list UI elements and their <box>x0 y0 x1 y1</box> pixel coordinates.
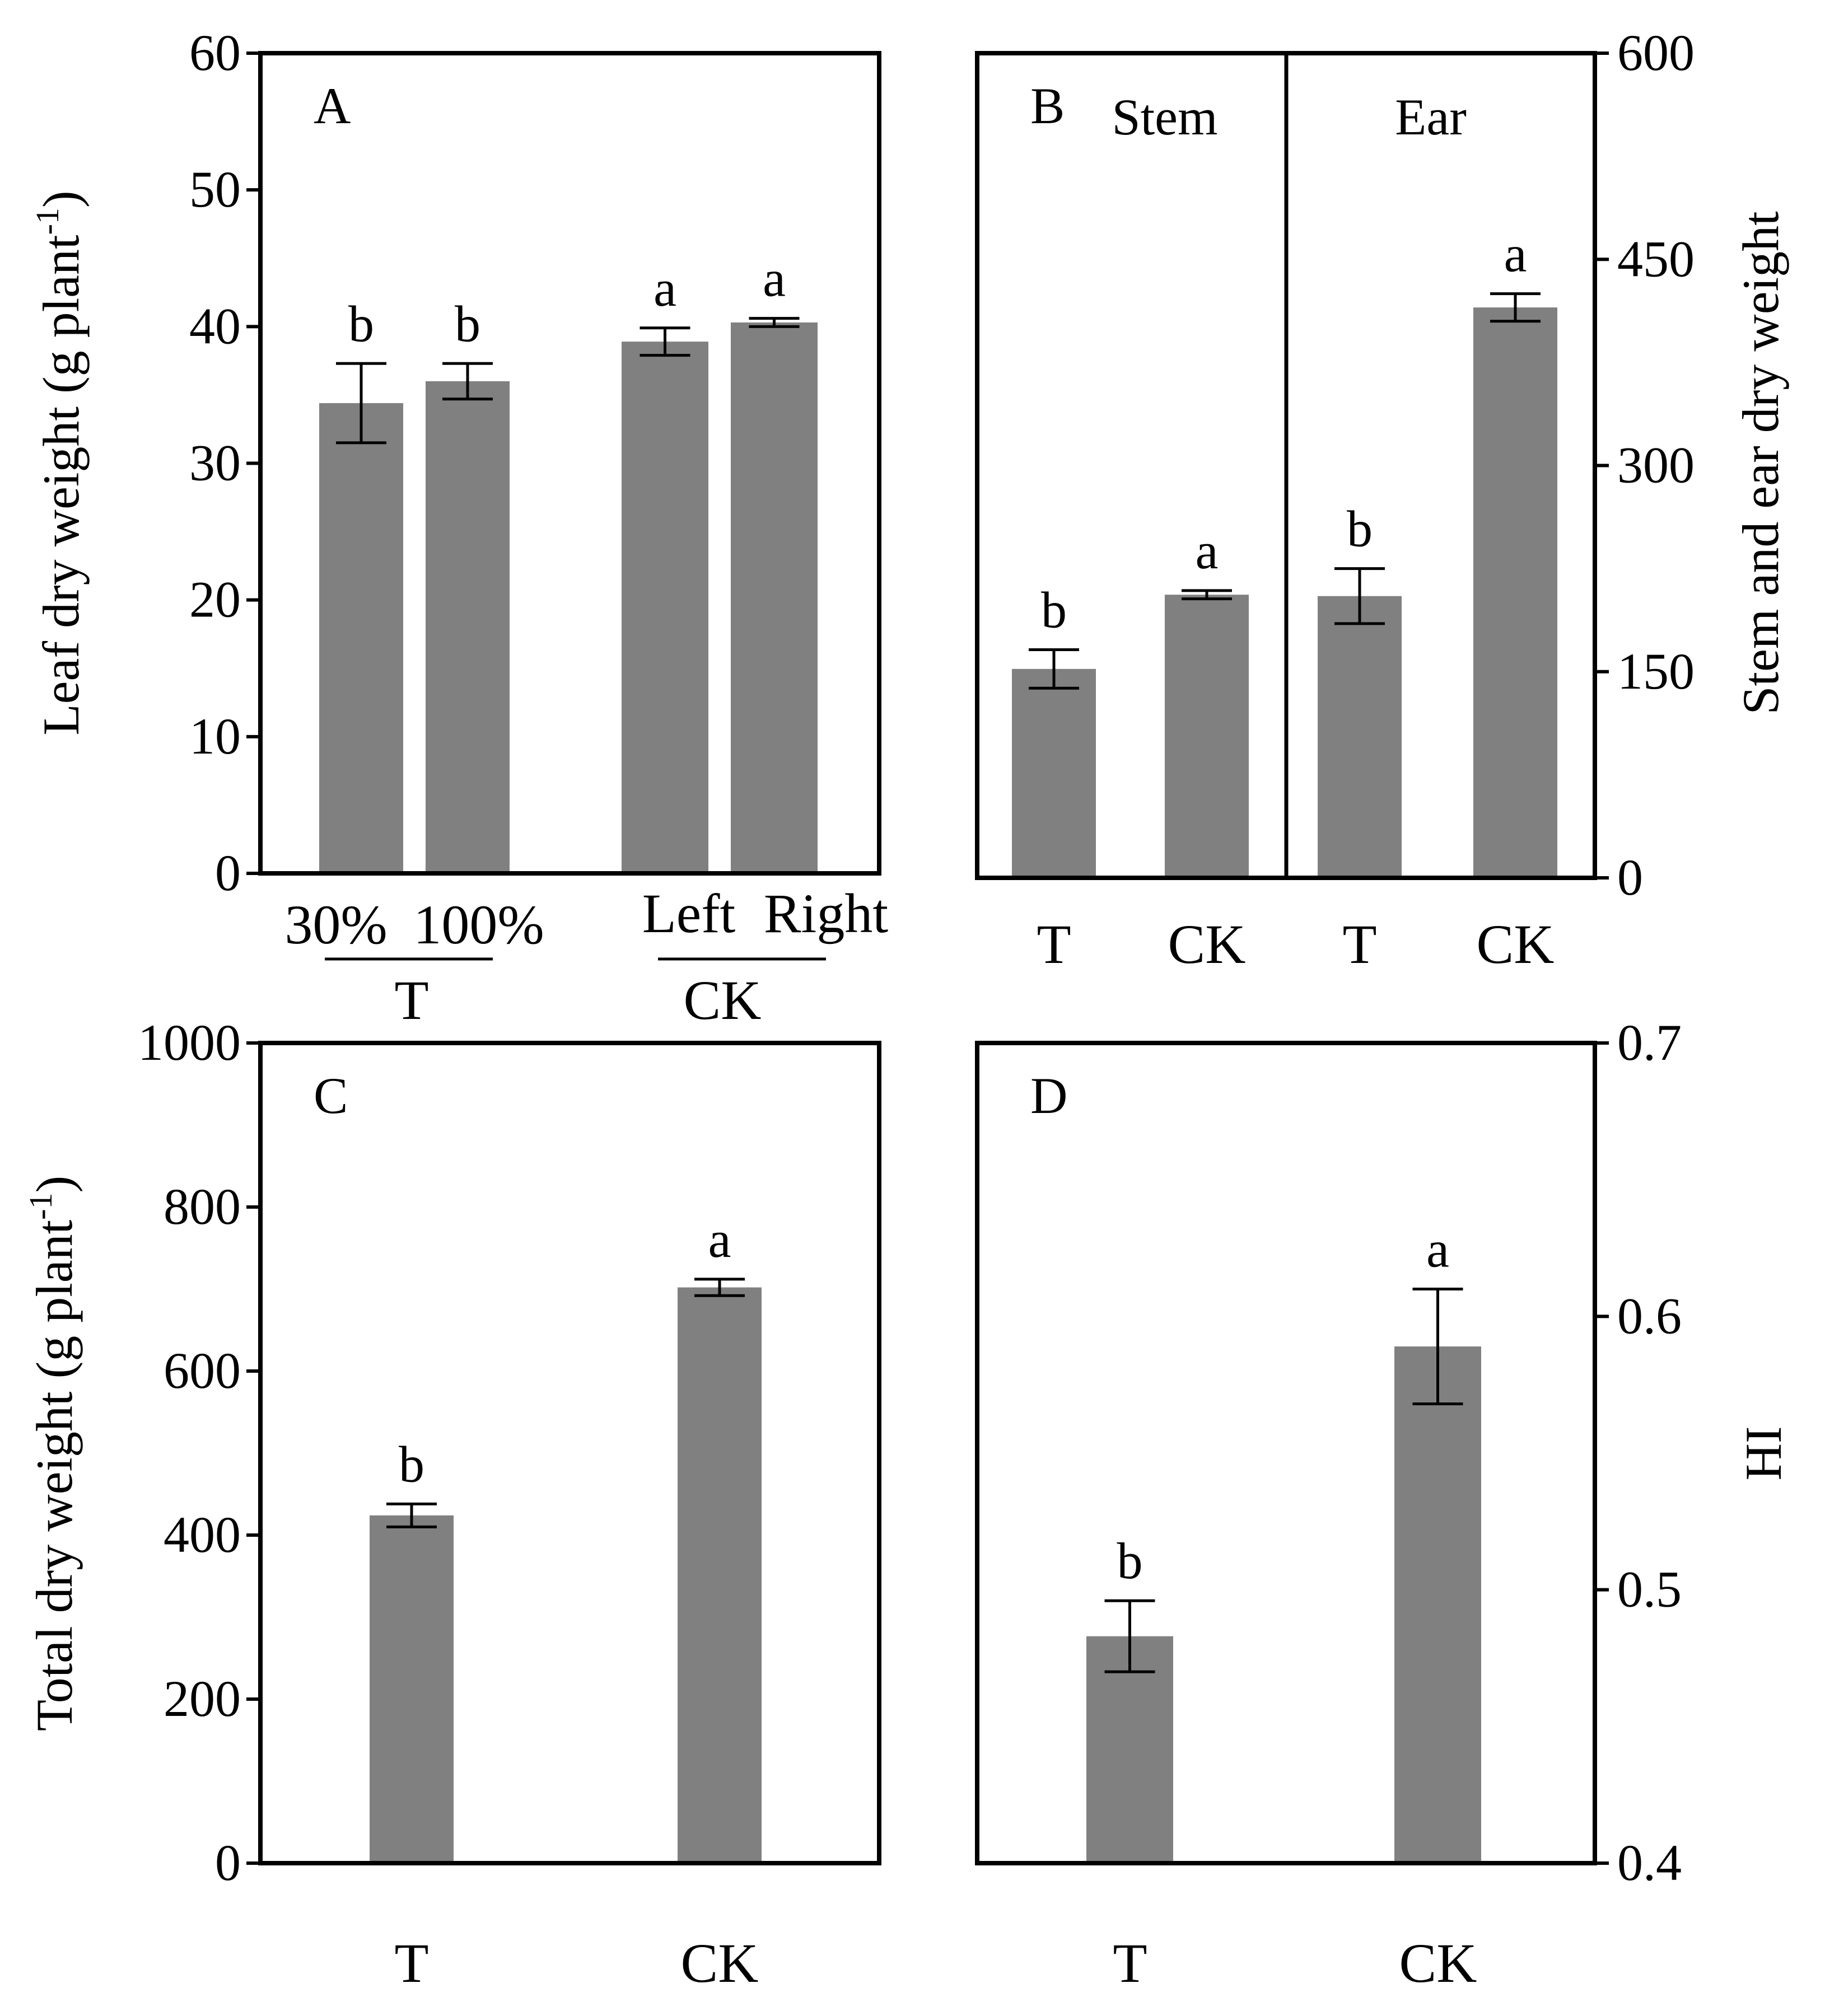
y-axis-title: HI <box>1735 1426 1792 1480</box>
bar-1 <box>1086 1636 1173 1863</box>
y-tick-label: 30 <box>189 434 241 492</box>
significance-label-2: a <box>1196 522 1219 579</box>
x-category-label-b-2: CK <box>1168 913 1246 975</box>
section-label-ear: Ear <box>1395 88 1467 146</box>
y-tick-label: 40 <box>189 297 241 354</box>
y-axis-title-text: HI <box>1735 1426 1792 1480</box>
error-bar-4 <box>1490 292 1541 323</box>
y-axis-title-close: ) <box>26 1176 83 1193</box>
x-category-label-d-2: CK <box>1399 1932 1477 1994</box>
panel-c: b a C 0 200 400 600 800 1000 Total dry weight (g … <box>22 1014 881 1891</box>
significance-label-2: a <box>1426 1221 1449 1278</box>
y-tick-label: 150 <box>1617 643 1695 700</box>
y-axis-title: Leaf dry weight (g plant-1) <box>29 190 90 735</box>
x-category-label-a-4: Right <box>764 882 888 944</box>
y-axis-title-text: Stem and ear dry weight <box>1732 211 1789 715</box>
x-category-label-b-3: T <box>1342 913 1376 975</box>
error-bar-2 <box>1182 589 1232 601</box>
error-bar-2 <box>1412 1288 1463 1406</box>
significance-label-4: a <box>763 250 786 307</box>
x-category-label-c-1: T <box>394 1932 428 1994</box>
group-label-t: T <box>394 969 428 1031</box>
group-label-ck: CK <box>684 969 762 1031</box>
x-category-label-a-2: 100% <box>413 894 544 956</box>
bar-1 <box>1012 668 1096 878</box>
x-category-label-b-1: T <box>1037 913 1071 975</box>
y-tick-label: 1000 <box>138 1014 241 1071</box>
x-category-label-a-3: Left <box>642 882 736 944</box>
panel-a: b b a a A 0 10 20 30 40 50 60 Leaf dry weight (g pla… <box>29 24 881 901</box>
y-tick-label: 450 <box>1617 230 1695 287</box>
y-tick-label: 200 <box>164 1670 241 1727</box>
section-label-stem: Stem <box>1112 88 1217 146</box>
bar-1 <box>370 1515 454 1863</box>
y-tick-label: 10 <box>189 708 241 765</box>
y-tick-label: 400 <box>164 1506 241 1563</box>
y-axis-title: Stem and ear dry weight <box>1732 211 1789 715</box>
significance-label-3: b <box>1347 501 1373 558</box>
panel-letter: C <box>314 1067 348 1124</box>
bar-3 <box>622 342 708 873</box>
y-tick-label: 60 <box>189 24 241 81</box>
error-bar-3 <box>1334 567 1385 625</box>
plot-frame <box>258 1041 881 1865</box>
y-axis-title-superscript: -1 <box>22 1192 59 1219</box>
error-bar-3 <box>640 326 690 357</box>
significance-label-2: a <box>708 1211 731 1268</box>
panel-d: b a D 0.4 0.5 0.6 0.7 HI <box>975 1014 1792 1891</box>
bar-2 <box>678 1287 762 1863</box>
significance-label-2: b <box>455 295 480 352</box>
bar-2 <box>1165 595 1249 878</box>
significance-label-1: b <box>1117 1532 1143 1589</box>
y-axis-title-text: Leaf dry weight (g plant <box>32 235 90 736</box>
panel-letter: A <box>314 77 351 134</box>
error-bar-4 <box>749 317 800 328</box>
bar-1 <box>319 403 403 873</box>
panel-letter: D <box>1030 1067 1067 1124</box>
significance-label-1: b <box>1041 581 1067 638</box>
error-bar-2 <box>694 1278 745 1297</box>
plot-frame <box>975 1041 1597 1865</box>
panel-b: b a b a Stem Ear B 0 150 300 450 600 Stem and ear dr… <box>975 24 1789 906</box>
y-axis-title: Total dry weight (g plant-1) <box>22 1176 83 1731</box>
bar-2 <box>426 381 510 873</box>
y-tick-label: 0.7 <box>1617 1014 1682 1071</box>
bar-4 <box>1473 307 1557 878</box>
error-bar-1 <box>1104 1599 1155 1673</box>
y-tick-label: 800 <box>164 1178 241 1235</box>
significance-label-3: a <box>654 260 676 317</box>
y-tick-label: 600 <box>1617 24 1695 81</box>
bar-2 <box>1394 1346 1481 1863</box>
y-tick-label: 0 <box>215 844 241 901</box>
significance-label-4: a <box>1504 226 1527 283</box>
significance-label-1: b <box>399 1435 424 1493</box>
error-bar-1 <box>386 1502 437 1528</box>
x-category-label-c-2: CK <box>681 1932 759 1994</box>
y-tick-label: 600 <box>164 1342 241 1399</box>
error-bar-1 <box>336 362 386 445</box>
y-tick-label: 0.6 <box>1617 1287 1682 1344</box>
bar-3 <box>1318 596 1402 878</box>
x-category-label-d-1: T <box>1113 1932 1147 1994</box>
bar-4 <box>731 322 818 873</box>
y-axis-title-text: Total dry weight (g plant <box>26 1219 83 1731</box>
y-axis-title-superscript: -1 <box>29 208 66 235</box>
significance-label-1: b <box>348 295 374 352</box>
y-tick-label: 0 <box>215 1834 241 1891</box>
x-category-label-b-4: CK <box>1477 913 1555 975</box>
y-tick-label: 0.5 <box>1617 1561 1682 1618</box>
y-tick-label: 50 <box>189 161 241 218</box>
panel-letter: B <box>1030 77 1065 134</box>
error-bar-1 <box>1029 648 1079 690</box>
y-tick-label: 20 <box>189 571 241 628</box>
y-tick-label: 0 <box>1617 849 1643 906</box>
y-tick-label: 0.4 <box>1617 1834 1682 1891</box>
y-tick-label: 300 <box>1617 437 1695 494</box>
error-bar-2 <box>442 362 493 401</box>
y-axis-title-close: ) <box>32 190 90 208</box>
x-category-label-a-1: 30% <box>284 894 387 956</box>
